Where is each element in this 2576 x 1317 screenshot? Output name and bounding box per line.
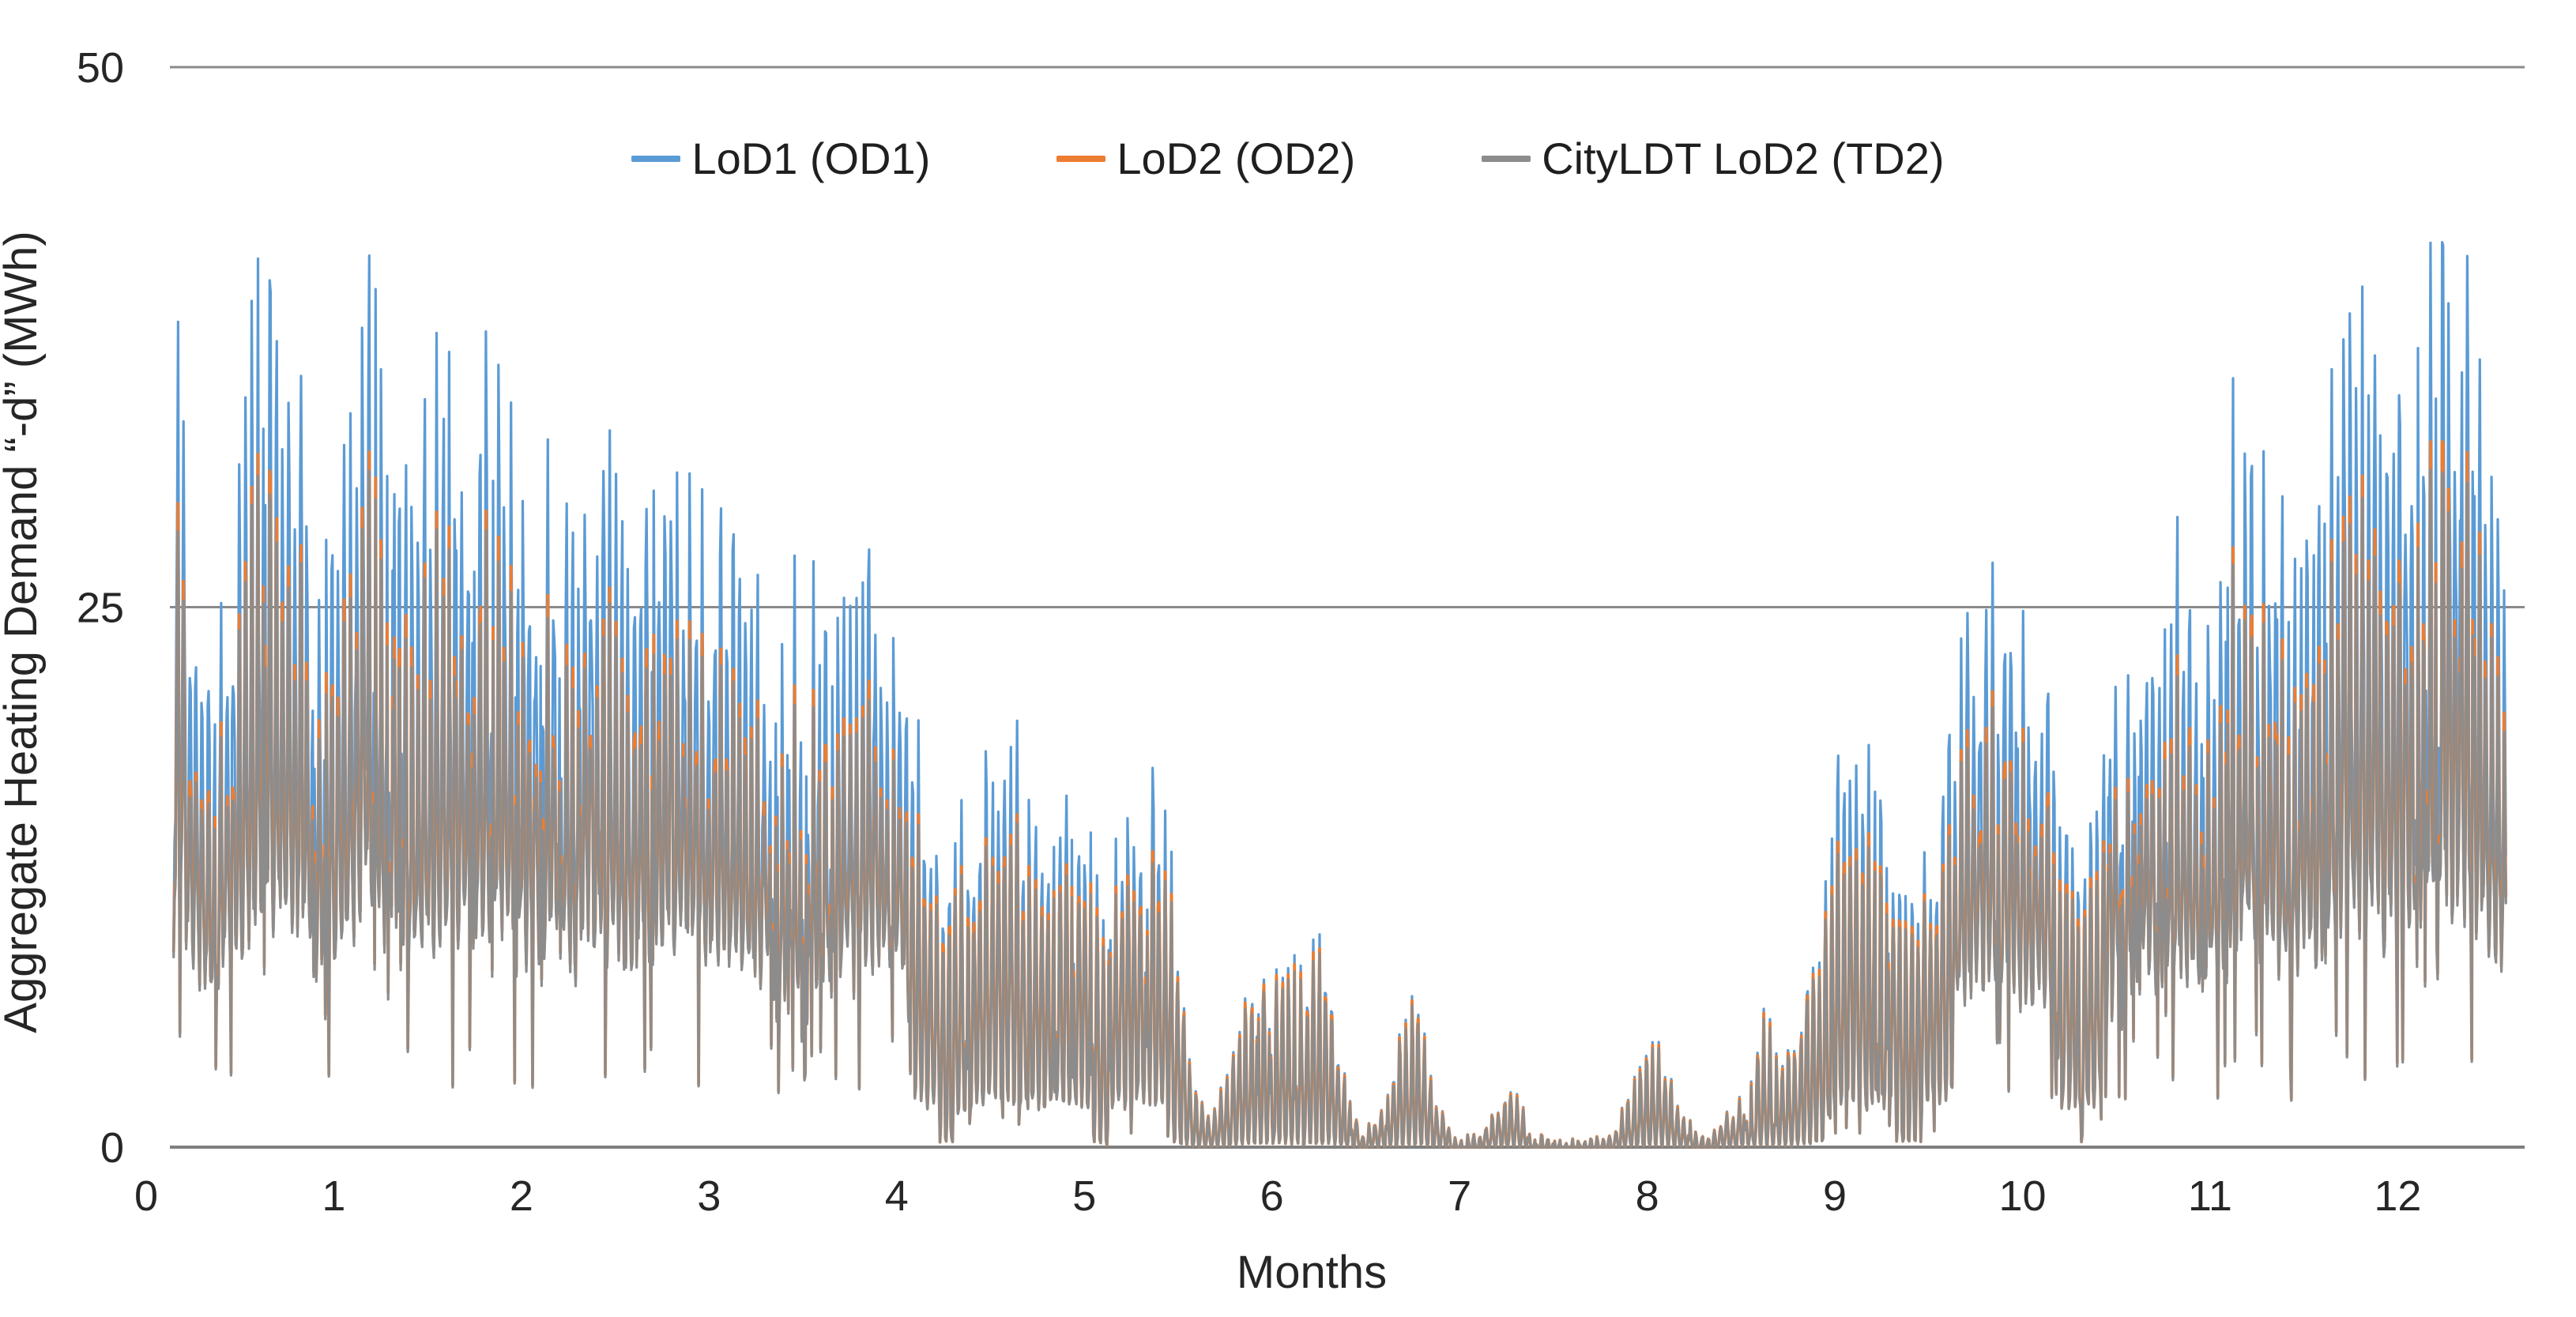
series-cityldt-lod2-td2-line [172,468,2507,1149]
svg-text:12: 12 [2374,1172,2421,1220]
svg-text:0: 0 [100,1124,124,1172]
svg-text:0: 0 [134,1172,158,1220]
legend-item-lod2: LoD2 (OD2) [1056,133,1355,184]
svg-text:10: 10 [1998,1172,2046,1220]
legend-label-lod1: LoD1 (OD1) [691,134,931,183]
legend-label-cityldt: CityLDT LoD2 (TD2) [1542,134,1945,183]
svg-text:25: 25 [77,585,124,632]
lod2-line-swatch-icon [1056,155,1106,162]
svg-text:9: 9 [1823,1172,1847,1220]
svg-text:5: 5 [1072,1172,1096,1220]
y-axis-title: Aggregate Heating Demand “-d” (MWh) [0,231,47,1033]
x-axis-tick-labels: 0 1 2 3 4 5 6 7 8 9 10 11 12 [134,1172,2421,1220]
y-axis-tick-labels: 0 25 50 [77,44,124,1172]
svg-text:6: 6 [1260,1172,1284,1220]
x-axis-title: Months [1237,1247,1387,1298]
svg-text:2: 2 [510,1172,533,1220]
svg-text:50: 50 [77,44,124,92]
svg-text:3: 3 [697,1172,721,1220]
svg-text:11: 11 [2188,1172,2232,1220]
svg-text:8: 8 [1636,1172,1659,1220]
legend-item-lod1: LoD1 (OD1) [631,133,930,184]
lod1-line-swatch-icon [631,155,681,162]
svg-text:1: 1 [322,1172,345,1220]
chart-legend: LoD1 (OD1) LoD2 (OD2) CityLDT LoD2 (TD2) [0,133,2576,184]
legend-label-lod2: LoD2 (OD2) [1117,134,1356,183]
svg-text:4: 4 [885,1172,909,1220]
svg-text:7: 7 [1448,1172,1471,1220]
legend-item-cityldt: CityLDT LoD2 (TD2) [1482,133,1945,184]
cityldt-line-swatch-icon [1482,155,1531,162]
